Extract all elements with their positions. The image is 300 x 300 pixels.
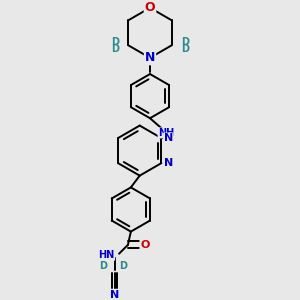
Text: N: N (110, 290, 119, 300)
Text: D: D (119, 261, 127, 271)
Text: D: D (181, 44, 189, 54)
Text: D: D (111, 37, 119, 47)
Text: N: N (164, 133, 173, 143)
Text: N: N (164, 158, 173, 168)
Text: O: O (140, 240, 150, 250)
Text: O: O (145, 1, 155, 14)
Text: D: D (181, 37, 189, 47)
Text: NH: NH (158, 128, 174, 138)
Text: D: D (111, 44, 119, 54)
Text: HN: HN (98, 250, 115, 260)
Text: D: D (99, 261, 107, 271)
Text: N: N (145, 51, 155, 64)
